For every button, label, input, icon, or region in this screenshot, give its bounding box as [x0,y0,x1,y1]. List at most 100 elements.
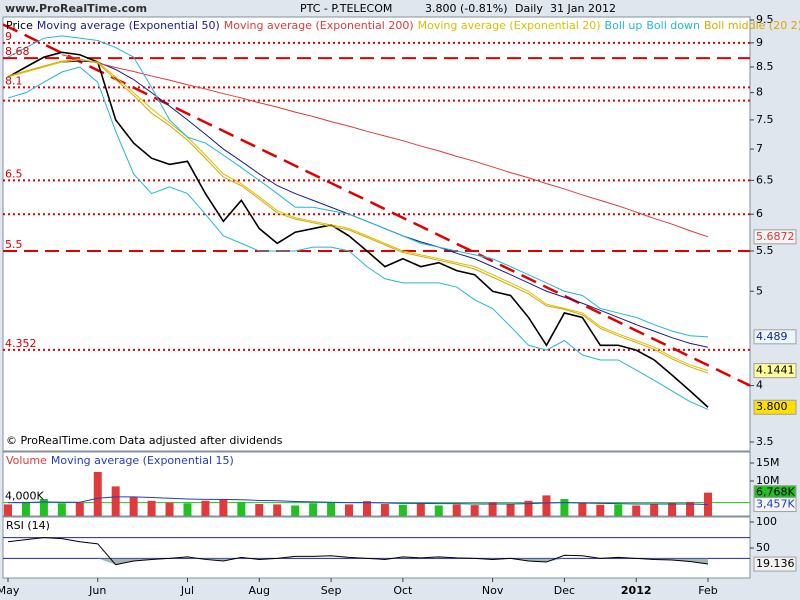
level-label: 9 [5,30,12,43]
volume-bar [452,504,461,516]
volume-bar [4,504,12,516]
volume-bar [686,501,695,516]
volume-panel [2,451,751,517]
legend-entry: Boll down [646,19,700,32]
volume-bar [434,505,443,516]
level-label: 8.1 [5,74,23,87]
panel-plot [3,472,750,516]
volume-bar [93,472,102,516]
date: 31 Jan 2012 [550,2,616,15]
y-tick-label: 5 [756,284,763,297]
volume-bar [201,500,210,516]
volume-bar [650,504,659,516]
value-tag-label: 19.136 [756,557,795,570]
legend-entry: Boll up [605,19,643,32]
volume-bar [291,505,300,516]
volume-bar [596,504,605,516]
series-line [61,54,709,238]
level-label: 6.5 [5,167,23,180]
volume-bar [165,502,174,516]
x-tick-label: Jul [180,584,194,597]
period: Daily [515,2,543,15]
volume-bar [147,500,156,516]
series-line [7,537,709,566]
level-label: 4.352 [5,337,37,350]
volume-bar [578,503,587,516]
panel-plot [3,537,750,566]
volume-bar [219,499,228,516]
y-tick-label: 8 [756,86,763,99]
legend: Price Moving average (Exponential 50) Movi… [6,19,800,32]
quote: 3.800 (-0.81%) [425,2,507,15]
y-tick-label: 8.5 [756,60,774,73]
volume-bar [57,503,66,516]
y-tick-label: 7.5 [756,113,774,126]
volume-bar [380,504,389,516]
volume-bar [111,486,120,516]
volume-bar [560,499,569,516]
value-tag [753,329,797,345]
x-tick-label: May [0,584,20,597]
value-tag-label: 4.1441 [756,364,795,377]
title: PTC - P.TELECOM [300,2,392,15]
volume-bar [345,504,354,516]
value-tag-label: 6,768K [756,486,795,499]
volume-bar [21,501,30,516]
y-tick-label: 9.5 [756,13,774,26]
legend-entry: Moving average (Exponential 15) [51,454,234,467]
volume-bar [416,503,425,516]
level-label: 4,000K [5,490,44,503]
legend-entry: Volume [6,454,47,467]
volume-bar [668,502,677,516]
volume-bar [129,497,138,516]
series-line [7,66,709,410]
x-tick-label: Feb [698,584,717,597]
y-tick-label: 6.5 [756,173,774,186]
volume-bar [470,505,479,516]
x-tick-label: Aug [249,584,270,597]
value-tag [753,556,797,572]
y-tick-label: 10M [756,474,780,487]
value-tag-label: 3.800 [756,400,788,413]
y-tick-label: 4 [756,379,763,392]
y-tick-label: 50 [756,541,770,554]
y-tick-label: 7 [756,142,763,155]
volume-bar [488,502,497,516]
volume-bar [39,499,48,516]
y-tick-label: 6 [756,207,763,220]
volume-bar [362,501,371,516]
volume-bar [75,502,84,516]
level-label: 5.5 [5,238,23,251]
legend-entry: Moving average (Exponential 200) [224,19,414,32]
value-tag-label: 3,457K [756,498,795,511]
rsi-panel [2,516,751,579]
legend-entry: Moving average (Exponential 20) [418,19,601,32]
note: © ProRealTime.com Data adjusted after di… [6,434,283,447]
value-tag-label: 5.6872 [756,230,795,243]
value-tag [753,363,797,379]
series-line [7,59,709,372]
volume-bar [524,500,533,516]
y-tick-label: 3.5 [756,435,774,448]
legend-entry: Moving average (Exponential 50) [37,19,220,32]
y-tick-label: 15M [756,456,780,469]
volume-bar [273,504,282,516]
volume-bar [255,504,264,516]
panel-plot [3,23,750,410]
value-tag [753,399,797,415]
x-tick-label: Nov [482,584,504,597]
series-line [7,51,709,408]
legend-entry: RSI (14) [6,519,50,532]
value-tag [753,229,797,245]
x-tick-label: 2012 [621,584,652,597]
volume-bar [237,501,246,516]
y-tick-label: 5.5 [756,244,774,257]
legend-entry: Price [6,19,33,32]
legend: Volume Moving average (Exponential 15) [6,454,234,467]
series-line [7,35,709,338]
volume-bar [327,502,336,516]
volume-bar [506,504,515,516]
x-tick-label: Jun [88,584,106,597]
